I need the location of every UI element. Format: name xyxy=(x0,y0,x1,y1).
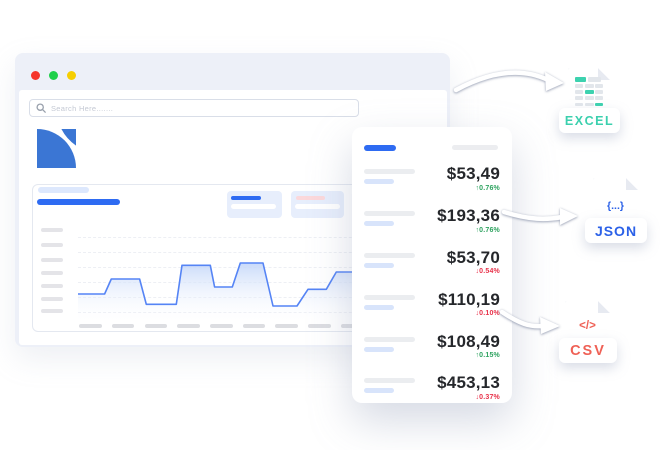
skeleton-pill xyxy=(364,252,415,258)
row-values: $453,13 ↓0.37% xyxy=(437,374,500,416)
csv-file-icon: </> xyxy=(565,301,610,343)
skeleton-title-light xyxy=(37,187,89,193)
row-values: $193,36 ↑0.76% xyxy=(437,205,500,249)
excel-label-banner: EXCEL xyxy=(559,108,620,133)
skeleton-pill xyxy=(364,346,394,352)
list-item[interactable]: $108,49 ↑0.15% xyxy=(364,331,500,375)
skeleton-pill xyxy=(364,378,415,384)
gridline xyxy=(77,251,432,253)
code-tag-icon: </> xyxy=(579,320,596,332)
search-icon xyxy=(36,103,46,113)
x-axis-label-placeholder xyxy=(144,323,168,328)
json-label-banner: JSON xyxy=(585,218,647,243)
x-axis-label-placeholder xyxy=(308,323,331,328)
csv-label: CSV xyxy=(570,342,606,359)
skeleton-pill xyxy=(364,262,394,268)
excel-label: EXCEL xyxy=(564,113,615,128)
y-axis-label-placeholder xyxy=(41,257,63,262)
y-axis-label-placeholder xyxy=(41,283,63,288)
skeleton-pill xyxy=(364,294,415,300)
csv-label-banner: CSV xyxy=(559,338,617,363)
arrow-to-csv-icon xyxy=(499,309,560,334)
price-list-card: $53,49 ↑0.76% $193,36 ↑0.76% $53,70 ↓0.5… xyxy=(352,127,512,403)
x-axis-label-placeholder xyxy=(210,323,233,328)
skeleton-pill xyxy=(364,336,415,342)
list-item[interactable]: $53,49 ↑0.76% xyxy=(364,164,500,207)
traffic-light-red-icon[interactable] xyxy=(31,70,40,80)
change-badge: ↑0.76% xyxy=(475,184,500,192)
search-bar[interactable] xyxy=(29,99,359,117)
skeleton-pill xyxy=(364,210,415,216)
price-value: $53,70 xyxy=(446,247,500,267)
skeleton-pill xyxy=(364,388,394,394)
skeleton-pill xyxy=(230,195,261,201)
change-badge: ↑0.15% xyxy=(475,352,500,360)
export-csv-button[interactable]: </> CSV xyxy=(557,297,627,369)
row-values: $53,70 ↓0.54% xyxy=(446,247,500,291)
gridline xyxy=(77,236,432,238)
stat-widget-pink[interactable] xyxy=(290,191,344,218)
export-excel-button[interactable]: EXCEL xyxy=(556,64,626,136)
chart-area-fill xyxy=(77,262,443,324)
x-axis-label-placeholder xyxy=(275,323,298,328)
change-badge: ↑0.76% xyxy=(475,226,500,234)
skeleton-pill xyxy=(294,204,340,209)
list-item[interactable]: $193,36 ↑0.76% xyxy=(364,205,500,249)
search-input[interactable] xyxy=(51,103,352,113)
x-axis-label-placeholder xyxy=(79,323,102,328)
price-value: $110,19 xyxy=(438,289,500,309)
page-fold-icon xyxy=(626,178,638,190)
row-skeleton xyxy=(364,291,415,333)
traffic-light-green-icon[interactable] xyxy=(48,70,58,80)
skeleton-pill xyxy=(364,220,394,226)
row-skeleton xyxy=(364,207,415,249)
price-value: $453,13 xyxy=(437,373,500,393)
skeleton-pill xyxy=(452,145,498,150)
x-axis-label-placeholder xyxy=(242,323,266,328)
traffic-light-yellow-icon[interactable] xyxy=(67,70,76,80)
y-axis-label-placeholder xyxy=(41,242,63,247)
x-axis-label-placeholder xyxy=(177,323,200,328)
row-values: $110,19 ↓0.10% xyxy=(438,289,500,333)
skeleton-pill xyxy=(364,179,394,184)
export-json-button[interactable]: {...} JSON xyxy=(583,174,653,246)
excel-file-icon xyxy=(568,68,610,112)
json-file-icon: {...} xyxy=(593,178,638,222)
stat-widget-blue[interactable] xyxy=(226,191,282,218)
y-axis-label-placeholder xyxy=(41,296,63,301)
skeleton-pill xyxy=(364,304,394,310)
change-badge: ↓0.37% xyxy=(475,394,500,402)
price-value: $108,49 xyxy=(437,331,500,351)
price-value: $53,49 xyxy=(446,164,500,183)
y-axis-label-placeholder xyxy=(41,227,63,232)
app-logo-icon xyxy=(37,129,76,168)
skeleton-pill xyxy=(364,169,415,174)
json-label: JSON xyxy=(594,222,638,239)
arrow-to-excel-icon xyxy=(453,70,564,93)
row-values: $53,49 ↑0.76% xyxy=(446,164,500,207)
row-values: $108,49 ↑0.15% xyxy=(437,331,500,375)
row-skeleton xyxy=(364,165,415,207)
price-value: $193,36 xyxy=(437,205,500,225)
spreadsheet-grid-icon xyxy=(575,77,603,109)
skeleton-title-blue xyxy=(364,145,396,151)
list-item[interactable]: $53,70 ↓0.54% xyxy=(364,247,500,291)
skeleton-pill xyxy=(295,195,325,201)
braces-icon: {...} xyxy=(607,200,624,212)
change-badge: ↓0.10% xyxy=(475,310,500,318)
row-skeleton xyxy=(364,333,415,375)
page-fold-icon xyxy=(598,301,610,313)
y-axis-label-placeholder xyxy=(41,308,63,313)
list-item[interactable]: $110,19 ↓0.10% xyxy=(364,289,500,333)
skeleton-title-blue xyxy=(37,198,120,205)
row-skeleton xyxy=(364,249,415,291)
x-axis-label-placeholder xyxy=(111,323,135,328)
list-item[interactable]: $453,13 ↓0.37% xyxy=(364,374,500,416)
arrow-to-json-icon xyxy=(501,208,578,225)
skeleton-pill xyxy=(230,204,276,209)
y-axis-label-placeholder xyxy=(41,270,63,275)
change-badge: ↓0.54% xyxy=(475,268,500,276)
price-card-header xyxy=(364,144,500,152)
row-skeleton xyxy=(364,374,415,416)
